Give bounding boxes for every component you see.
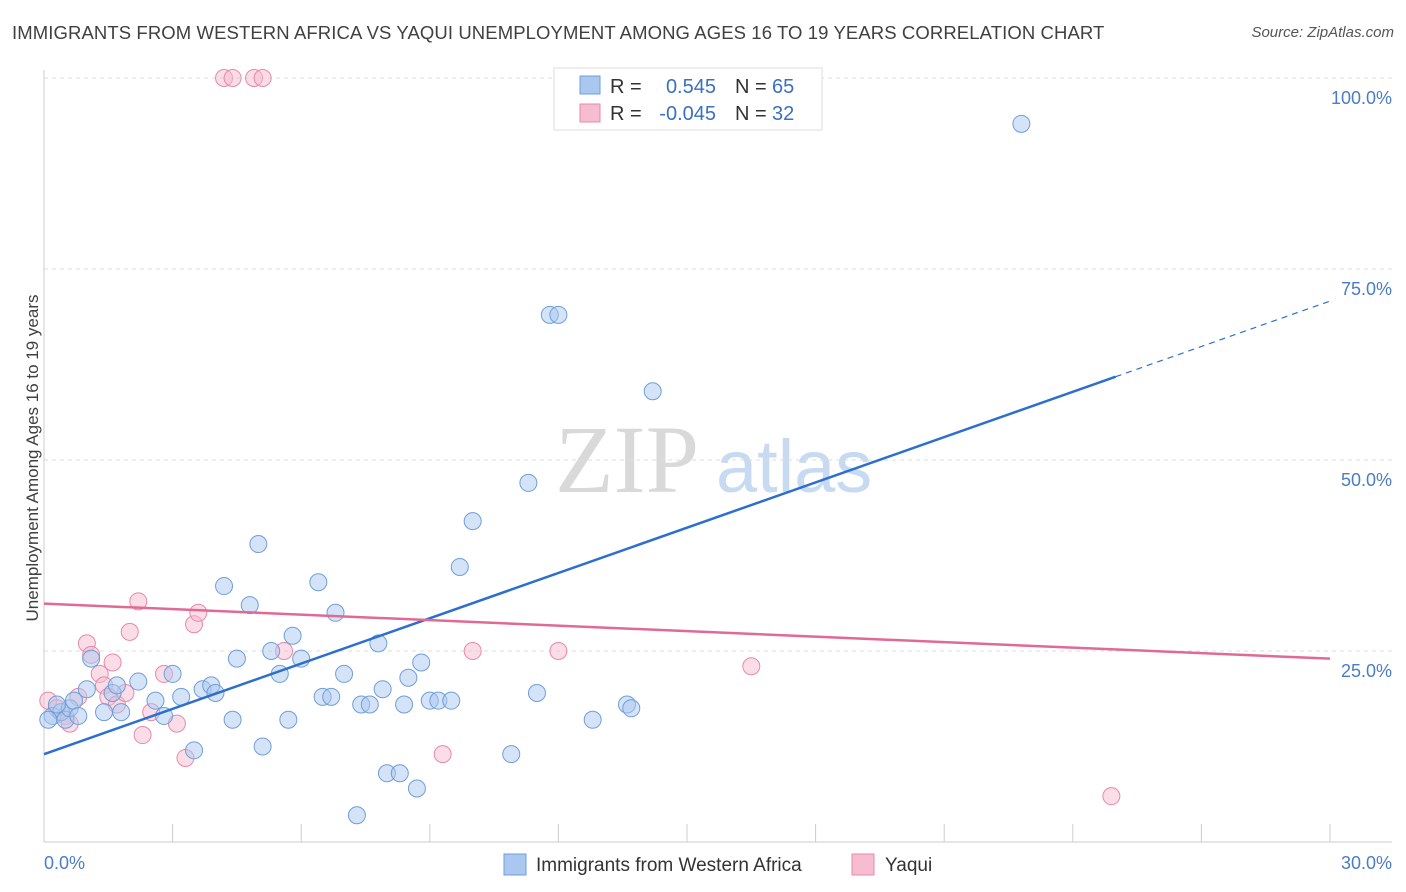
y-tick-label-0: 25.0% (1341, 661, 1392, 681)
western-africa-point-53 (502, 745, 521, 764)
legend-r-label-blue: R = (610, 76, 642, 98)
yaqui-point-25 (253, 69, 272, 87)
western-africa-point-43 (390, 764, 409, 783)
grid-lines (44, 77, 1392, 652)
legend-r-value-pink: -0.045 (659, 103, 716, 125)
legend-r-label-pink: R = (610, 103, 642, 125)
legend-swatch-blue (579, 75, 601, 95)
trend-lines (43, 300, 1331, 756)
yaqui-point-21 (189, 603, 208, 622)
bottom-legend-swatch-pink (851, 853, 875, 876)
bottom-legend-label-blue: Immigrants from Western Africa (536, 855, 802, 876)
y-tick-label-1: 50.0% (1341, 470, 1392, 490)
source-credit: Source: ZipAtlas.com (1251, 24, 1394, 41)
western-africa-point-17 (185, 741, 204, 760)
western-africa-point-55 (527, 684, 546, 703)
western-africa-point-22 (223, 710, 242, 729)
western-africa-point-21 (215, 577, 234, 596)
western-africa-point-13 (146, 691, 165, 710)
yaqui-point-28 (463, 642, 482, 660)
western-africa-point-64 (47, 695, 66, 714)
y-tick-label-3: 100.0% (1331, 88, 1392, 108)
western-africa-point-60 (622, 699, 641, 718)
y-tick-labels: 25.0% 50.0% 75.0% 100.0% (1331, 88, 1392, 681)
western-africa-point-47 (412, 653, 431, 672)
western-africa-point-7 (82, 649, 101, 668)
yaqui-point-30 (742, 657, 761, 676)
legend-n-value-pink: 32 (772, 103, 794, 125)
western-africa-point-26 (253, 737, 272, 756)
western-africa-point-54 (519, 473, 538, 492)
western-africa-point-41 (373, 680, 392, 699)
legend-swatch-pink (579, 103, 601, 123)
yaqui-point-14 (129, 592, 148, 611)
legend-n-label-pink: N = (735, 103, 767, 125)
western-africa-point-52 (463, 512, 482, 531)
yaqui-point-27 (433, 745, 452, 764)
x-tick-label-max: 30.0% (1341, 853, 1392, 873)
western-africa-point-25 (249, 535, 268, 554)
bottom-legend-label-pink: Yaqui (885, 855, 932, 876)
legend: R = 0.545 N = 65 R = -0.045 N = 32 (553, 67, 823, 131)
x-ticks (43, 824, 1331, 842)
western-africa-point-15 (163, 664, 182, 683)
legend-r-value-blue: 0.545 (666, 76, 716, 98)
western-africa-point-62 (1012, 114, 1031, 133)
yaqui-point-29 (549, 642, 568, 660)
western-africa-point-61 (643, 382, 662, 401)
western-africa-point-30 (283, 626, 302, 645)
y-axis-label: Unemployment Among Ages 16 to 19 years (23, 295, 42, 622)
western-africa-point-44 (395, 695, 414, 714)
yaqui-point-15 (133, 726, 152, 745)
x-tick-label-min: 0.0% (44, 853, 85, 873)
western-africa-point-51 (450, 557, 469, 576)
western-africa-point-23 (227, 649, 246, 668)
western-africa-point-57 (549, 305, 568, 324)
yaqui-point-13 (120, 622, 139, 641)
western-africa-point-6 (77, 680, 96, 699)
western-africa-point-50 (442, 691, 461, 710)
western-africa-point-27 (262, 642, 281, 660)
western-africa-trend-extension (1115, 300, 1331, 378)
western-africa-trend-line (43, 375, 1117, 756)
western-africa-point-39 (360, 695, 379, 714)
western-africa-points (39, 114, 1031, 825)
watermark-atlas: atlas (716, 425, 872, 508)
yaqui-point-31 (1102, 787, 1121, 806)
watermark-zip: ZIP (555, 406, 699, 513)
western-africa-point-5 (69, 706, 88, 725)
western-africa-point-46 (407, 779, 426, 798)
chart-title: IMMIGRANTS FROM WESTERN AFRICA VS YAQUI … (12, 22, 1105, 43)
western-africa-point-29 (279, 710, 298, 729)
yaqui-point-10 (103, 653, 122, 672)
western-africa-point-10 (107, 676, 126, 695)
y-tick-label-2: 75.0% (1341, 279, 1392, 299)
yaqui-point-23 (223, 69, 242, 87)
western-africa-point-32 (309, 573, 328, 592)
western-africa-point-34 (322, 687, 341, 706)
bottom-legend: Immigrants from Western Africa Yaqui (503, 853, 932, 876)
western-africa-point-12 (129, 672, 148, 691)
bottom-legend-swatch-blue (503, 853, 527, 876)
western-africa-point-58 (583, 710, 602, 729)
western-africa-point-11 (112, 703, 131, 722)
yaqui-trend-line (43, 602, 1331, 660)
legend-n-label-blue: N = (735, 76, 767, 98)
western-africa-point-36 (335, 664, 354, 683)
legend-n-value-blue: 65 (772, 76, 794, 98)
western-africa-point-8 (95, 703, 114, 722)
western-africa-point-35 (326, 603, 345, 622)
watermark: ZIP atlas (555, 406, 872, 513)
western-africa-point-63 (39, 710, 58, 729)
western-africa-point-37 (347, 806, 366, 825)
western-africa-point-45 (399, 668, 418, 687)
